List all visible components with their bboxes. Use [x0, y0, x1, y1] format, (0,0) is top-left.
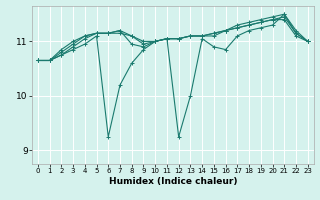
- X-axis label: Humidex (Indice chaleur): Humidex (Indice chaleur): [108, 177, 237, 186]
